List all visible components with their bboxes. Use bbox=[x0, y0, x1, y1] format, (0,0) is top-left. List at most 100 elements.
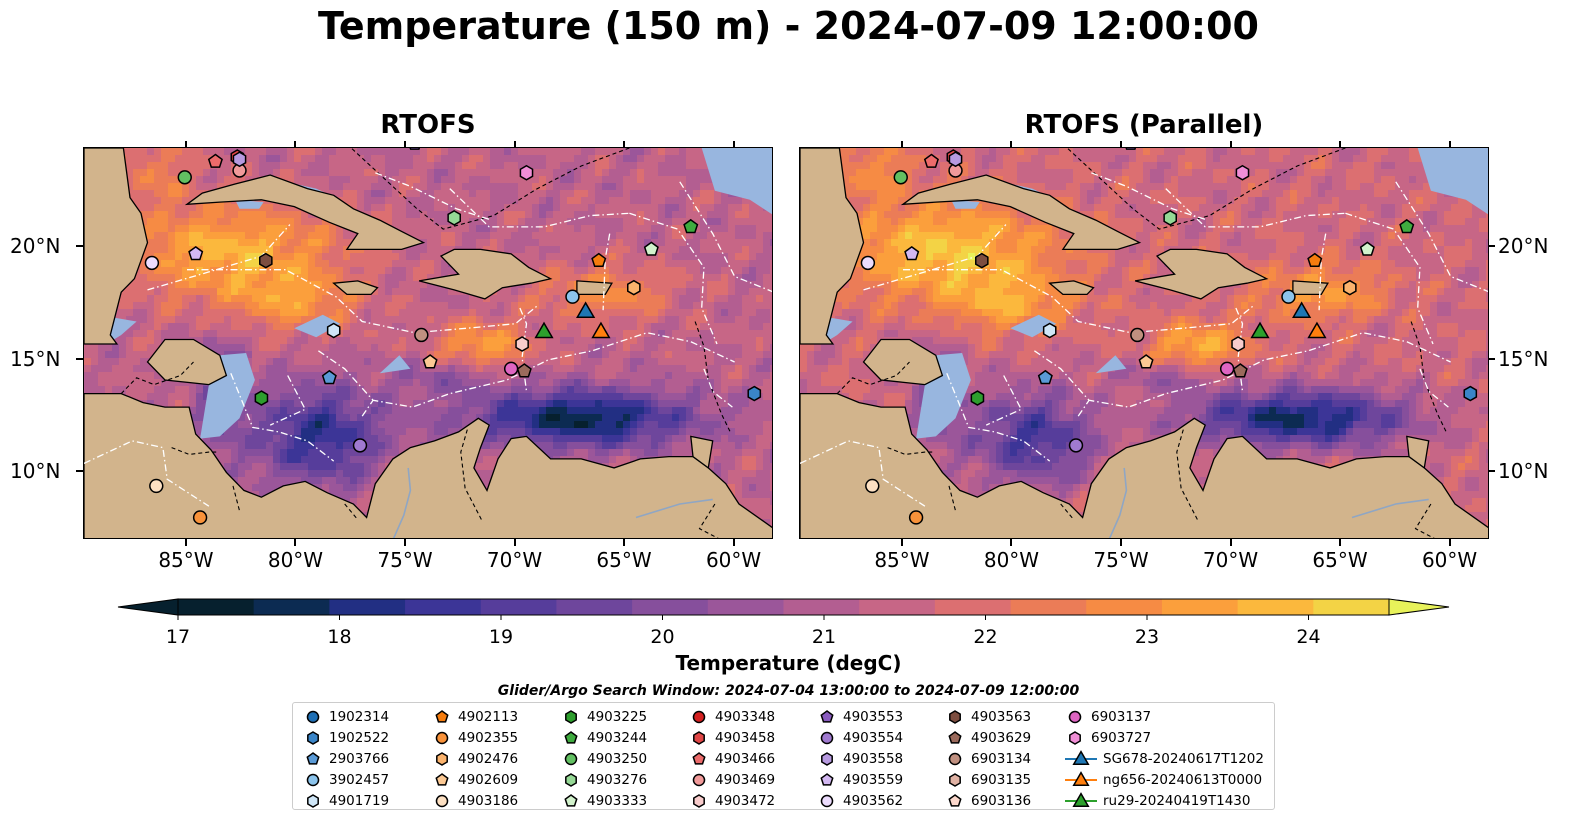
float-marker[interactable] bbox=[565, 289, 580, 304]
float-marker[interactable] bbox=[259, 252, 273, 269]
triangle-marker-icon bbox=[1065, 770, 1097, 786]
float-marker[interactable] bbox=[1359, 241, 1375, 256]
legend-item: 4902476 bbox=[432, 749, 518, 770]
float-marker[interactable] bbox=[1124, 148, 1137, 150]
colorbar-tick-label: 19 bbox=[488, 626, 514, 648]
float-marker[interactable] bbox=[860, 255, 876, 271]
float-marker[interactable] bbox=[1399, 218, 1415, 234]
float-marker[interactable] bbox=[408, 148, 421, 150]
legend-label: 4903458 bbox=[715, 730, 776, 747]
float-marker[interactable] bbox=[1232, 363, 1248, 378]
float-marker[interactable] bbox=[144, 255, 160, 271]
hexagon-marker-icon bbox=[949, 772, 961, 787]
float-marker[interactable] bbox=[591, 252, 607, 268]
float-marker[interactable] bbox=[192, 510, 208, 525]
x-tick-mark bbox=[1120, 539, 1122, 546]
float-marker[interactable] bbox=[326, 322, 341, 339]
hexagon-marker-icon bbox=[949, 710, 961, 725]
x-tick-mark bbox=[1229, 141, 1232, 148]
y-tick-label: 10°N bbox=[1498, 459, 1549, 484]
legend-column: 4903563 4903629 6903134 6903135 6903136 bbox=[945, 707, 1031, 811]
colorbar-segment bbox=[556, 599, 633, 615]
float-marker[interactable] bbox=[1231, 336, 1245, 352]
legend-label: 4902113 bbox=[458, 709, 519, 726]
legend-column: 4902113 4902355 4902476 4902609 4903186 bbox=[432, 707, 518, 811]
colorbar-segment bbox=[1313, 599, 1390, 615]
legend-marker bbox=[693, 731, 705, 746]
float-marker[interactable] bbox=[414, 327, 429, 343]
float-marker[interactable] bbox=[865, 478, 880, 494]
float-marker[interactable] bbox=[519, 164, 534, 181]
float-marker[interactable] bbox=[1219, 361, 1235, 376]
glider-marker[interactable] bbox=[576, 301, 596, 319]
float-marker[interactable] bbox=[683, 218, 699, 234]
triangle-marker-icon bbox=[1065, 791, 1097, 807]
float-marker[interactable] bbox=[515, 336, 529, 352]
search-window-text: Glider/Argo Search Window: 2024-07-04 13… bbox=[497, 683, 1080, 699]
legend-label: 6903135 bbox=[971, 771, 1032, 788]
legend-marker bbox=[949, 710, 961, 725]
float-marker[interactable] bbox=[321, 369, 337, 385]
glider-marker[interactable] bbox=[1250, 321, 1270, 339]
float-marker[interactable] bbox=[975, 252, 989, 269]
float-marker[interactable] bbox=[188, 245, 204, 261]
figure-title: Temperature (150 m) - 2024-07-09 12:00:0… bbox=[317, 4, 1259, 48]
colorbar bbox=[117, 598, 1450, 620]
glider-marker[interactable] bbox=[591, 321, 611, 339]
colorbar-tick-label: 23 bbox=[1134, 626, 1160, 648]
x-tick-mark bbox=[900, 539, 903, 546]
glider-marker[interactable] bbox=[1292, 301, 1312, 319]
float-marker[interactable] bbox=[254, 390, 269, 406]
land bbox=[800, 148, 1488, 538]
legend-item: 4903553 bbox=[817, 707, 903, 728]
legend-label: 2903766 bbox=[329, 750, 390, 767]
float-marker[interactable] bbox=[1163, 209, 1177, 226]
x-tick-mark bbox=[732, 539, 735, 546]
colorbar-segment bbox=[405, 599, 482, 615]
x-tick-label: 65°W bbox=[1312, 548, 1368, 572]
map-panel-right[interactable] bbox=[799, 147, 1489, 539]
circle-marker-icon bbox=[306, 711, 320, 724]
float-marker[interactable] bbox=[908, 510, 924, 525]
float-marker[interactable] bbox=[1037, 369, 1053, 385]
float-marker[interactable] bbox=[516, 363, 532, 378]
float-marker[interactable] bbox=[1281, 289, 1296, 304]
circle-marker-icon bbox=[948, 752, 962, 766]
glider-marker[interactable] bbox=[534, 321, 554, 339]
hexagon-marker-icon bbox=[693, 793, 705, 808]
float-marker[interactable] bbox=[1138, 354, 1154, 369]
float-marker[interactable] bbox=[149, 478, 164, 494]
float-marker[interactable] bbox=[447, 209, 461, 226]
float-marker[interactable] bbox=[177, 170, 192, 185]
float-marker[interactable] bbox=[503, 361, 519, 376]
float-marker[interactable] bbox=[1343, 279, 1357, 296]
float-marker[interactable] bbox=[352, 438, 368, 453]
float-marker[interactable] bbox=[948, 151, 963, 168]
float-marker[interactable] bbox=[1130, 327, 1145, 343]
float-marker[interactable] bbox=[207, 153, 223, 168]
legend-marker bbox=[306, 711, 320, 724]
float-marker[interactable] bbox=[643, 241, 659, 256]
legend-column: 6903137 6903727 SG678-20240617T1202 ng656-2… bbox=[1065, 707, 1264, 811]
map-panel-left[interactable] bbox=[83, 147, 773, 539]
float-marker[interactable] bbox=[923, 153, 939, 168]
legend-marker bbox=[435, 710, 449, 723]
argo-floats bbox=[144, 148, 762, 525]
float-marker[interactable] bbox=[1307, 252, 1323, 268]
float-marker[interactable] bbox=[747, 385, 762, 402]
float-marker[interactable] bbox=[627, 279, 641, 296]
float-marker[interactable] bbox=[904, 245, 920, 261]
y-tick-label: 15°N bbox=[1498, 346, 1549, 371]
colorbar-segment bbox=[253, 599, 330, 615]
float-marker[interactable] bbox=[1463, 385, 1478, 402]
float-marker[interactable] bbox=[970, 390, 985, 406]
glider-marker[interactable] bbox=[1307, 321, 1327, 339]
float-marker[interactable] bbox=[422, 354, 438, 369]
float-marker[interactable] bbox=[232, 151, 247, 168]
float-marker[interactable] bbox=[893, 170, 908, 185]
x-tick-mark bbox=[404, 539, 406, 546]
float-marker[interactable] bbox=[1068, 438, 1084, 453]
x-tick-mark bbox=[732, 141, 735, 148]
float-marker[interactable] bbox=[1042, 322, 1057, 339]
float-marker[interactable] bbox=[1235, 164, 1250, 181]
